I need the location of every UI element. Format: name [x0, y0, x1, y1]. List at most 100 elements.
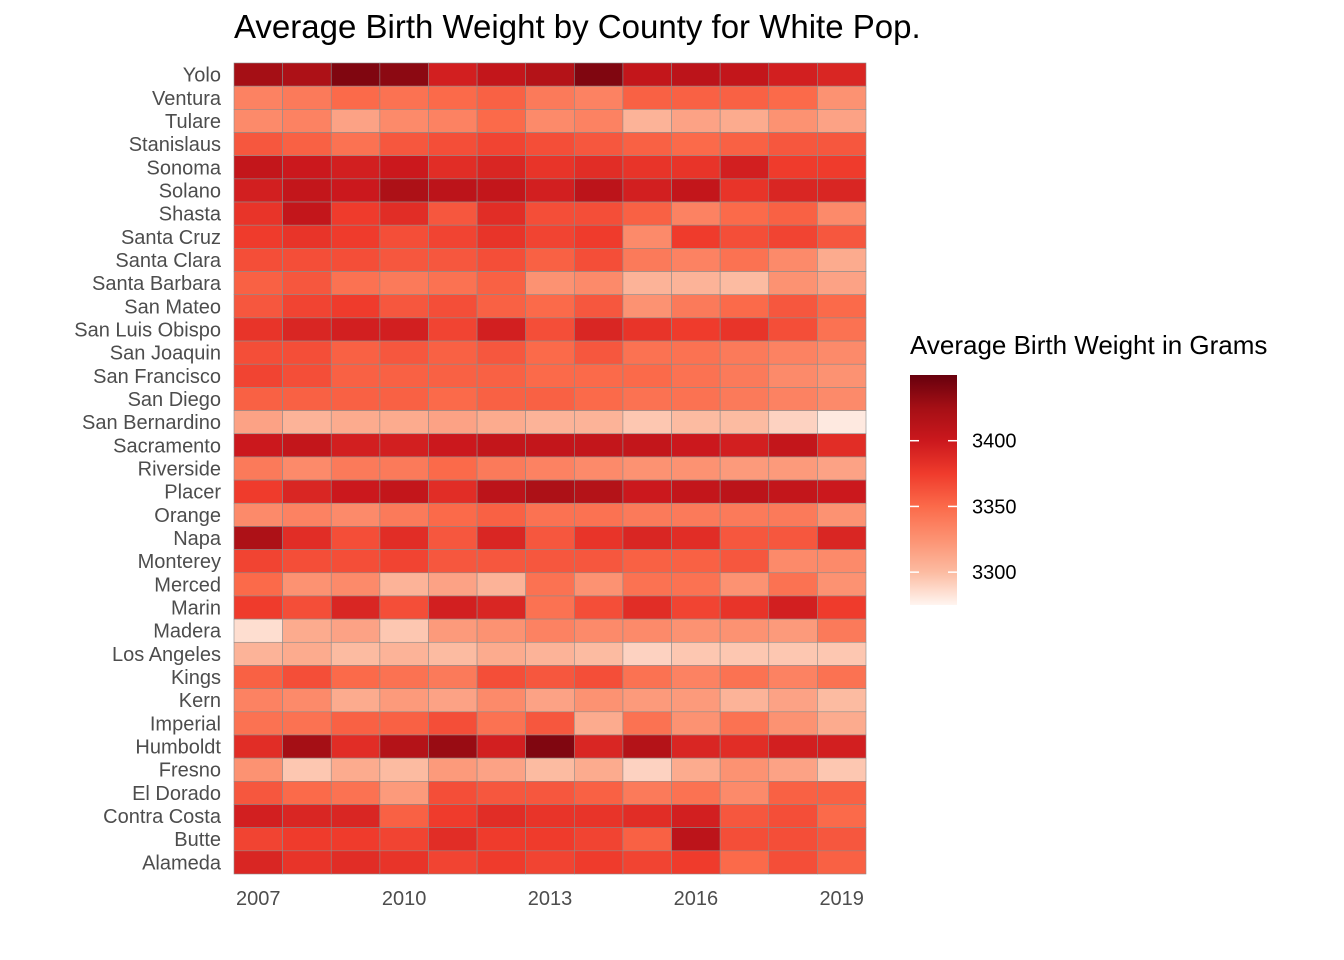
heatmap-cell: [476, 317, 526, 342]
heatmap-cell: [817, 711, 867, 736]
heatmap-cell: [330, 363, 381, 388]
heatmap-cell: [622, 271, 672, 296]
heatmap-cell: [330, 781, 381, 805]
heatmap-cell: [768, 109, 818, 133]
heatmap-cell: [817, 850, 867, 875]
heatmap-cell: [282, 572, 332, 597]
heatmap-cell: [719, 502, 770, 527]
y-tick-label: Placer: [164, 482, 221, 504]
heatmap-cell: [671, 224, 721, 249]
heatmap-cell: [768, 363, 818, 388]
heatmap-cell: [476, 665, 526, 689]
heatmap-cell: [574, 62, 624, 87]
heatmap-cell: [282, 433, 332, 458]
heatmap-cell: [817, 62, 867, 87]
heatmap-cell: [476, 294, 526, 319]
heatmap-cell: [671, 618, 721, 643]
heatmap-cell: [282, 271, 332, 296]
heatmap-cell: [622, 688, 672, 713]
heatmap-cell: [379, 804, 429, 828]
heatmap-cell: [428, 479, 478, 504]
heatmap-cell: [622, 502, 672, 527]
heatmap-cell: [282, 618, 332, 643]
heatmap-cell: [525, 224, 575, 249]
heatmap-cell: [379, 224, 429, 249]
heatmap-cell: [428, 502, 478, 527]
heatmap-cell: [525, 781, 575, 805]
heatmap-cell: [719, 387, 770, 411]
heatmap-cell: [330, 387, 381, 411]
heatmap-cell: [719, 433, 770, 458]
heatmap-cell: [768, 618, 818, 643]
heatmap-cell: [768, 827, 818, 852]
heatmap-cell: [476, 526, 526, 550]
heatmap-cell: [719, 178, 770, 203]
heatmap-cell: [379, 734, 429, 759]
heatmap-cell: [233, 85, 283, 110]
heatmap-cell: [330, 317, 381, 342]
heatmap-cell: [379, 781, 429, 805]
heatmap-cell: [525, 201, 575, 226]
heatmap-cell: [476, 711, 526, 736]
heatmap-cell: [476, 618, 526, 643]
heatmap-cell: [282, 294, 332, 319]
heatmap-cell: [282, 549, 332, 574]
heatmap-cell: [330, 502, 381, 527]
heatmap-cell: [282, 178, 332, 203]
heatmap-cell: [622, 109, 672, 133]
chart-title: Average Birth Weight by County for White…: [234, 8, 921, 45]
heatmap-cell: [622, 340, 672, 365]
heatmap-cell: [525, 757, 575, 782]
heatmap-cell: [719, 410, 770, 435]
heatmap-cell: [428, 850, 478, 875]
heatmap-cell: [719, 688, 770, 713]
heatmap-cell: [428, 201, 478, 226]
colorbar-tick-label: 3300: [972, 562, 1017, 584]
heatmap-cell: [233, 502, 283, 527]
heatmap-cell: [719, 132, 770, 156]
colorbar: 3300 3350 3400: [910, 375, 1017, 605]
heatmap-cell: [671, 781, 721, 805]
heatmap-cell: [671, 433, 721, 458]
heatmap-cell: [817, 502, 867, 527]
heatmap-cell: [768, 271, 818, 296]
heatmap-cell: [671, 248, 721, 272]
heatmap-cell: [574, 387, 624, 411]
heatmap-cell: [768, 479, 818, 504]
heatmap-cell: [671, 526, 721, 550]
heatmap-cell: [719, 363, 770, 388]
heatmap-cell: [282, 850, 332, 875]
heatmap-cell: [622, 317, 672, 342]
y-tick-label: Humboldt: [135, 737, 221, 759]
heatmap-cell: [282, 711, 332, 736]
y-tick-label: Stanislaus: [129, 134, 221, 156]
heatmap-cell: [671, 317, 721, 342]
x-tick-label: 2013: [528, 888, 573, 910]
heatmap-cell: [330, 178, 381, 203]
heatmap-cell: [622, 641, 672, 666]
heatmap-cell: [817, 271, 867, 296]
heatmap-cell: [428, 132, 478, 156]
legend-title: Average Birth Weight in Grams: [910, 330, 1268, 360]
heatmap-cell: [476, 479, 526, 504]
heatmap-cell: [574, 132, 624, 156]
heatmap-cell: [671, 410, 721, 435]
heatmap-cell: [671, 688, 721, 713]
heatmap-cell: [574, 340, 624, 365]
heatmap-cell: [768, 641, 818, 666]
heatmap-cell: [622, 85, 672, 110]
heatmap-cell: [428, 572, 478, 597]
heatmap-cell: [428, 155, 478, 180]
heatmap-cell: [282, 734, 332, 759]
heatmap-cell: [671, 479, 721, 504]
heatmap-cell: [817, 317, 867, 342]
heatmap-cell: [671, 502, 721, 527]
heatmap-cell: [428, 271, 478, 296]
heatmap-cell: [428, 595, 478, 620]
heatmap-cell: [525, 827, 575, 852]
heatmap-cell: [719, 618, 770, 643]
heatmap-cell: [233, 479, 283, 504]
heatmap-cell: [817, 665, 867, 689]
heatmap-cell: [525, 641, 575, 666]
